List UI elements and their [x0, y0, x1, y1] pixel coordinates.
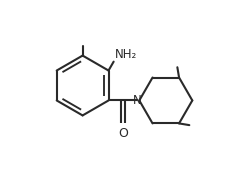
- Text: O: O: [118, 127, 128, 140]
- Text: N: N: [133, 94, 142, 107]
- Text: NH₂: NH₂: [115, 48, 137, 61]
